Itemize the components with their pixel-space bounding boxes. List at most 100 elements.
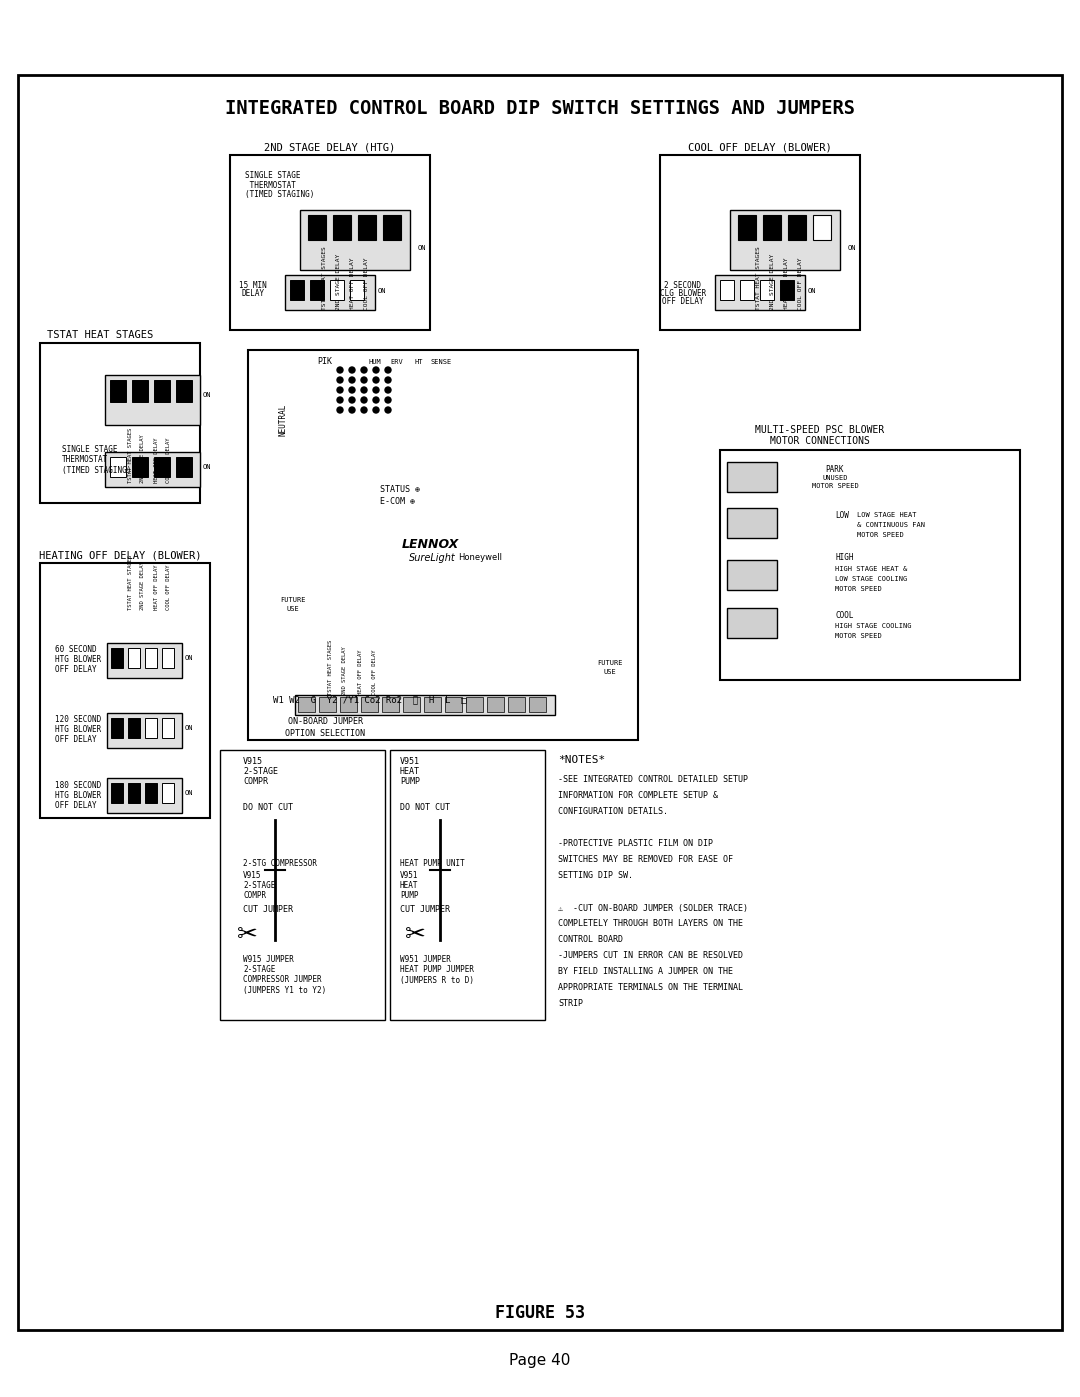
Bar — [780, 279, 794, 300]
Bar — [248, 351, 638, 740]
Circle shape — [384, 387, 391, 393]
Text: HTG BLOWER: HTG BLOWER — [55, 725, 102, 735]
Text: BY FIELD INSTALLING A JUMPER ON THE: BY FIELD INSTALLING A JUMPER ON THE — [558, 968, 733, 977]
Bar — [110, 457, 126, 476]
Text: PUMP: PUMP — [400, 890, 419, 900]
Bar — [107, 712, 183, 747]
Text: V915: V915 — [243, 870, 261, 880]
Bar — [111, 648, 123, 668]
Text: HEAT: HEAT — [400, 880, 419, 890]
Bar — [105, 453, 200, 488]
Text: OFF DELAY: OFF DELAY — [55, 665, 96, 675]
Text: MOTOR SPEED: MOTOR SPEED — [835, 585, 881, 592]
Text: 120 SECOND: 120 SECOND — [55, 715, 102, 725]
Bar — [145, 782, 157, 803]
Text: V951: V951 — [400, 757, 420, 767]
Text: 2ND STAGE DELAY (HTG): 2ND STAGE DELAY (HTG) — [265, 142, 395, 152]
Circle shape — [373, 377, 379, 383]
Text: PIK: PIK — [318, 358, 333, 366]
Bar — [445, 697, 462, 712]
Circle shape — [349, 367, 355, 373]
Text: CUT JUMPER: CUT JUMPER — [400, 905, 450, 915]
Text: STATUS ⊕: STATUS ⊕ — [380, 486, 420, 495]
Bar — [727, 509, 777, 538]
Text: 2-STG COMPRESSOR: 2-STG COMPRESSOR — [243, 859, 318, 868]
Text: SINGLE STAGE: SINGLE STAGE — [245, 170, 300, 179]
Text: COOL: COOL — [835, 610, 853, 619]
Bar — [340, 697, 357, 712]
Bar — [738, 215, 756, 240]
Text: ERV: ERV — [391, 359, 403, 365]
Text: HEAT OFF DELAY: HEAT OFF DELAY — [783, 257, 788, 310]
Text: HEAT PUMP UNIT: HEAT PUMP UNIT — [400, 859, 464, 868]
Bar — [720, 279, 734, 300]
Text: 2-STAGE: 2-STAGE — [243, 767, 278, 777]
Bar — [308, 215, 326, 240]
Text: MOTOR CONNECTIONS: MOTOR CONNECTIONS — [770, 436, 869, 446]
Text: -SEE INTEGRATED CONTROL DETAILED SETUP: -SEE INTEGRATED CONTROL DETAILED SETUP — [558, 775, 748, 785]
Circle shape — [361, 377, 367, 383]
Text: 180 SECOND: 180 SECOND — [55, 781, 102, 789]
Text: -PROTECTIVE PLASTIC FILM ON DIP: -PROTECTIVE PLASTIC FILM ON DIP — [558, 840, 713, 848]
Circle shape — [373, 367, 379, 373]
Bar — [285, 275, 375, 310]
Text: V915: V915 — [243, 757, 264, 767]
Bar — [813, 215, 831, 240]
Bar — [40, 563, 210, 819]
Text: HIGH STAGE COOLING: HIGH STAGE COOLING — [835, 623, 912, 629]
Text: HEAT PUMP JUMPER: HEAT PUMP JUMPER — [400, 965, 474, 975]
Bar — [220, 750, 384, 1020]
Bar — [162, 718, 174, 738]
Text: HIGH STAGE HEAT &: HIGH STAGE HEAT & — [835, 566, 907, 571]
Text: CUT JUMPER: CUT JUMPER — [243, 905, 293, 915]
Text: TSTAT HEAT STAGES: TSTAT HEAT STAGES — [756, 246, 760, 310]
Text: ON: ON — [418, 244, 427, 251]
Text: TSTAT HEAT STAGES: TSTAT HEAT STAGES — [127, 427, 133, 483]
Bar — [154, 457, 170, 476]
Text: COOL OFF DELAY: COOL OFF DELAY — [365, 257, 369, 310]
Text: DELAY: DELAY — [242, 289, 265, 298]
Bar — [361, 697, 378, 712]
Text: 2-STAGE: 2-STAGE — [243, 965, 275, 975]
Text: TSTAT HEAT STAGES: TSTAT HEAT STAGES — [327, 640, 333, 694]
Bar — [132, 380, 148, 402]
Text: DO NOT CUT: DO NOT CUT — [243, 803, 293, 813]
Text: ON: ON — [203, 393, 212, 398]
Text: HEAT OFF DELAY: HEAT OFF DELAY — [153, 437, 159, 483]
Text: SENSE: SENSE — [430, 359, 451, 365]
Text: TSTAT HEAT STAGES: TSTAT HEAT STAGES — [323, 246, 327, 310]
Text: ON: ON — [185, 655, 193, 661]
Text: USE: USE — [286, 606, 299, 612]
Bar — [727, 462, 777, 492]
Text: 2ND STAGE DELAY: 2ND STAGE DELAY — [337, 254, 341, 310]
Circle shape — [337, 407, 343, 414]
Text: Honeywell: Honeywell — [458, 553, 502, 563]
Bar — [730, 210, 840, 270]
Bar — [162, 648, 174, 668]
Bar — [465, 697, 483, 712]
Text: HEAT OFF DELAY: HEAT OFF DELAY — [351, 257, 355, 310]
Bar — [382, 697, 399, 712]
Circle shape — [373, 407, 379, 414]
Text: HEATING OFF DELAY (BLOWER): HEATING OFF DELAY (BLOWER) — [39, 550, 201, 560]
Circle shape — [361, 367, 367, 373]
Text: V951: V951 — [400, 870, 419, 880]
Text: HEAT: HEAT — [400, 767, 420, 777]
Bar — [40, 344, 200, 503]
Bar — [727, 560, 777, 590]
Text: SETTING DIP SW.: SETTING DIP SW. — [558, 872, 633, 880]
Text: *NOTES*: *NOTES* — [558, 754, 605, 766]
Bar — [18, 75, 1062, 1330]
Text: COMPR: COMPR — [243, 890, 266, 900]
Text: UNUSED
MOTOR SPEED: UNUSED MOTOR SPEED — [812, 475, 859, 489]
Circle shape — [361, 407, 367, 414]
Text: 60 SECOND: 60 SECOND — [55, 645, 96, 655]
Text: (TIMED STAGING): (TIMED STAGING) — [62, 465, 132, 475]
Bar — [162, 782, 174, 803]
Text: OFF DELAY: OFF DELAY — [55, 735, 96, 745]
Text: LOW: LOW — [835, 510, 849, 520]
Text: HEAT OFF DELAY: HEAT OFF DELAY — [153, 564, 159, 610]
Text: W915 JUMPER: W915 JUMPER — [243, 956, 294, 964]
Text: FIGURE 53: FIGURE 53 — [495, 1303, 585, 1322]
Circle shape — [337, 367, 343, 373]
